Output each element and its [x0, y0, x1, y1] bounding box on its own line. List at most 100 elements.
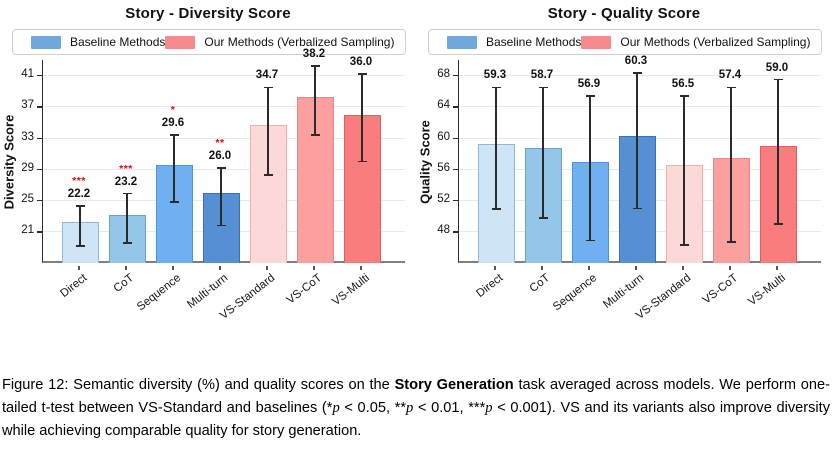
caption-p-symbol: p — [406, 399, 414, 416]
x-tick-mark-icon — [172, 265, 174, 270]
significance-stars: *** — [119, 162, 133, 175]
x-tick-label: Direct — [58, 272, 90, 300]
error-bar-cap-bottom — [310, 134, 320, 136]
error-bar-cap-top — [585, 95, 595, 97]
error-bar-cap-top — [538, 86, 548, 89]
error-bar-cap-top — [75, 205, 85, 207]
error-bar-cap-top — [632, 72, 642, 75]
value-label: 22.2 — [67, 188, 91, 200]
error-bar-cap-bottom — [632, 207, 642, 210]
x-tick-label: VS-CoT — [700, 272, 741, 307]
gridline — [459, 106, 821, 108]
caption-text: < 0.01, *** — [413, 399, 486, 416]
error-bar — [173, 134, 175, 203]
gridline — [43, 168, 405, 170]
y-tick-label: 29 — [21, 161, 34, 174]
x-tick-mark-icon — [360, 265, 362, 270]
y-tick-mark-icon — [37, 168, 42, 171]
x-tick-label: CoT — [111, 272, 137, 295]
caption-text: < 0.001). VS and its variants also impro… — [2, 399, 830, 439]
y-tick-mark-icon — [453, 75, 458, 77]
caption-p-symbol: p — [332, 399, 340, 416]
error-bar-cap-top — [726, 86, 736, 89]
plot-area — [42, 60, 405, 263]
error-bar-cap-top — [216, 166, 226, 169]
error-bar-cap-bottom — [75, 245, 85, 247]
error-bar-cap-bottom — [726, 241, 736, 243]
value-label: 56.9 — [577, 77, 601, 90]
legend-label: Baseline Methods — [70, 35, 166, 49]
x-tick-label: Sequence — [135, 272, 184, 314]
y-tick-label: 33 — [21, 130, 34, 143]
x-tick-mark-icon — [635, 265, 637, 270]
error-bar-cap-bottom — [263, 173, 273, 176]
y-tick-mark-icon — [453, 137, 458, 139]
value-label: 23.2 — [114, 175, 138, 188]
legend-label: Our Methods (Verbalized Sampling) — [620, 35, 811, 49]
legend-item-ours: Our Methods (Verbalized Sampling) — [581, 35, 810, 49]
x-tick-label: Multi-turn — [601, 272, 647, 311]
error-bar-cap-bottom — [169, 201, 179, 203]
error-bar-cap-bottom — [216, 224, 226, 227]
error-bar-cap-top — [773, 78, 783, 81]
error-bar — [79, 206, 81, 246]
gridline — [43, 106, 405, 108]
figure-caption: Figure 12: Semantic diversity (%) and qu… — [2, 374, 830, 442]
y-tick-label: 41 — [21, 68, 34, 81]
y-tick-mark-icon — [453, 231, 458, 233]
baseline-swatch-icon — [31, 35, 61, 49]
x-tick-mark-icon — [729, 265, 731, 270]
x-tick-mark-icon — [682, 265, 684, 270]
x-tick-label: VS-CoT — [284, 272, 325, 307]
x-tick-mark-icon — [78, 265, 80, 270]
y-tick-mark-icon — [453, 106, 458, 108]
x-tick-mark-icon — [776, 265, 778, 270]
value-label: 29.6 — [161, 116, 185, 129]
error-bar — [730, 87, 732, 242]
y-tick-label: 37 — [21, 99, 34, 112]
gridline — [459, 75, 821, 77]
caption-text: task averaged across models. We perform … — [2, 377, 830, 416]
chart-title: Story - Diversity Score — [125, 5, 291, 22]
caption-text: Figure 12: Semantic diversity (%) and qu… — [2, 377, 395, 393]
x-tick-mark-icon — [219, 265, 221, 270]
error-bar — [267, 87, 269, 175]
x-tick-mark-icon — [494, 265, 496, 270]
x-tick-mark-icon — [541, 265, 543, 270]
ours-swatch-icon — [581, 35, 612, 49]
y-tick-mark-icon — [37, 137, 42, 139]
legend: Baseline Methods Our Methods (Verbalized… — [428, 29, 822, 55]
value-label: 34.7 — [255, 69, 279, 82]
y-tick-label: 21 — [21, 224, 34, 237]
y-tick-mark-icon — [453, 168, 458, 171]
y-tick-label: 48 — [437, 224, 450, 237]
error-bar — [126, 193, 128, 243]
error-bar — [220, 167, 222, 226]
legend-item-baseline: Baseline Methods — [31, 35, 165, 49]
legend-item-ours: Our Methods (Verbalized Sampling) — [165, 35, 394, 49]
x-tick-label: VS-Multi — [745, 272, 788, 309]
caption-p-symbol: p — [485, 399, 493, 416]
bar-vs-standard — [249, 124, 287, 263]
ours-swatch-icon — [165, 35, 196, 49]
error-bar-cap-bottom — [357, 160, 367, 163]
error-bar — [361, 74, 363, 162]
error-bar — [636, 73, 638, 209]
y-tick-mark-icon — [37, 106, 42, 108]
gridline — [43, 137, 405, 139]
plot-area — [458, 60, 821, 263]
x-tick-label: VS-Multi — [329, 272, 372, 309]
y-tick-mark-icon — [37, 75, 42, 77]
legend-label: Baseline Methods — [486, 35, 582, 49]
error-bar-cap-top — [310, 65, 320, 68]
value-label: 60.3 — [624, 55, 648, 68]
legend-item-baseline: Baseline Methods — [447, 35, 581, 49]
y-tick-mark-icon — [37, 231, 42, 233]
x-tick-label: CoT — [527, 272, 553, 295]
y-tick-mark-icon — [37, 200, 42, 202]
value-label: 59.3 — [483, 69, 507, 82]
error-bar — [314, 66, 316, 135]
y-tick-label: 52 — [437, 193, 450, 206]
value-label: 36.0 — [349, 56, 373, 69]
x-tick-label: Direct — [474, 272, 506, 300]
